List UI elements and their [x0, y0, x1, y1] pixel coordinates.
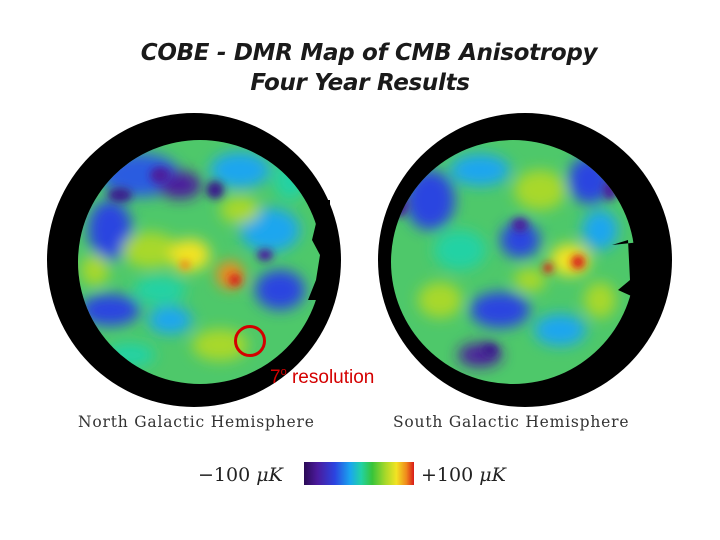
south-missing-data-edge: [612, 240, 660, 300]
scale-max-unit: μK: [479, 464, 506, 486]
scale-max: +100 μK: [421, 464, 506, 486]
scale-min-unit: μK: [256, 464, 283, 486]
title-line-2: Four Year Results: [250, 70, 470, 96]
scale-min: −100 μK: [198, 464, 283, 486]
resolution-circle: [234, 325, 266, 357]
map-title: COBE - DMR Map of CMB Anisotropy Four Ye…: [0, 38, 720, 98]
scale-min-value: −100: [198, 464, 251, 486]
title-line-1: COBE - DMR Map of CMB Anisotropy: [140, 40, 598, 66]
scale-max-value: +100: [421, 464, 474, 486]
resolution-text: resolution: [291, 367, 375, 388]
resolution-degree: o: [280, 366, 287, 378]
resolution-label: 7o resolution: [270, 366, 375, 389]
south-hemisphere-label: South Galactic Hemisphere: [393, 413, 630, 431]
south-hemisphere-map: [391, 140, 635, 384]
north-missing-data-edge: [306, 200, 330, 300]
north-hemisphere-label: North Galactic Hemisphere: [78, 413, 315, 431]
resolution-value: 7: [270, 367, 281, 388]
temperature-colorbar: [304, 462, 414, 485]
